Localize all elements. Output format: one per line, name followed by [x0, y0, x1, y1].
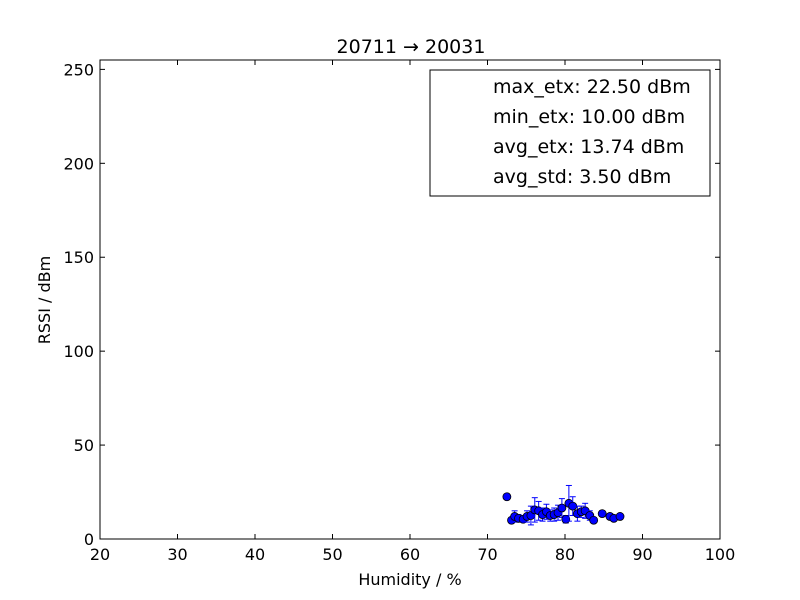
- x-tick-label: 60: [400, 545, 420, 564]
- x-tick-label: 20: [90, 545, 110, 564]
- legend-entry-max-etx: max_etx: 22.50 dBm: [493, 76, 691, 98]
- legend: max_etx: 22.50 dBm min_etx: 10.00 dBm av…: [429, 69, 711, 197]
- y-tick-label: 150: [63, 248, 94, 267]
- data-points: [502, 484, 625, 526]
- x-tick-labels: 20 30 40 50 60 70 80 90 100: [90, 545, 735, 564]
- x-tick-label: 40: [245, 545, 265, 564]
- data-point: [502, 492, 512, 502]
- data-point: [589, 515, 599, 525]
- y-tick-label: 200: [63, 154, 94, 173]
- legend-entry-avg-etx: avg_etx: 13.74 dBm: [493, 136, 684, 158]
- legend-entry-min-etx: min_etx: 10.00 dBm: [493, 106, 685, 128]
- x-tick-label: 100: [705, 545, 736, 564]
- y-tick-label: 100: [63, 342, 94, 361]
- chart-title: 20711 → 20031: [337, 36, 486, 58]
- y-tick-label: 250: [63, 60, 94, 79]
- y-tick-label: 0: [84, 530, 94, 549]
- legend-box: [429, 69, 711, 197]
- x-tick-label: 70: [477, 545, 497, 564]
- x-tick-label: 50: [322, 545, 342, 564]
- data-point: [597, 509, 607, 519]
- axis-ticks: [99, 60, 721, 540]
- y-axis-label: RSSI / dBm: [35, 256, 54, 344]
- x-tick-label: 80: [555, 545, 575, 564]
- legend-entry-avg-std: avg_std: 3.50 dBm: [493, 166, 671, 188]
- x-tick-label: 30: [167, 545, 187, 564]
- x-tick-label: 90: [632, 545, 652, 564]
- y-tick-label: 50: [74, 436, 94, 455]
- x-axis-label: Humidity / %: [358, 570, 461, 589]
- data-point: [615, 512, 625, 521]
- y-tick-labels: 0 50 100 150 200 250: [63, 60, 94, 549]
- data-point: [557, 503, 567, 513]
